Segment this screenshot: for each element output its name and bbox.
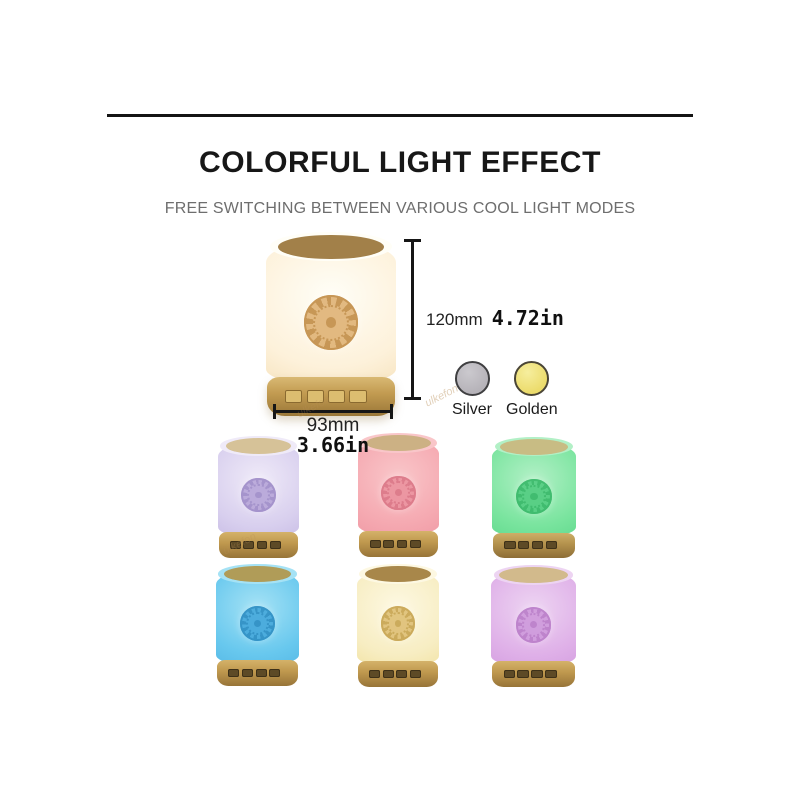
page-title: COLORFUL LIGHT EFFECT: [198, 146, 601, 179]
control-button: [269, 541, 281, 550]
ornate-medallion-icon: [381, 475, 416, 510]
control-button: [306, 390, 324, 403]
height-dimension-line: [404, 239, 421, 400]
lamp-top-rim: [494, 437, 574, 457]
control-button: [382, 669, 394, 679]
lamp-body: [266, 244, 396, 382]
control-button: [532, 541, 544, 550]
control-button: [383, 539, 395, 549]
control-button: [504, 541, 516, 550]
control-buttons-icon: [504, 541, 558, 550]
ornate-medallion-icon: [240, 605, 275, 641]
ornate-medallion-icon: [516, 478, 552, 514]
lamp-body: [216, 572, 299, 663]
control-button: [255, 669, 267, 678]
control-button: [228, 669, 240, 678]
color-option-silver: Silver: [452, 361, 492, 419]
control-button: [545, 541, 558, 550]
lamp-top-rim: [359, 564, 437, 584]
control-button: [531, 670, 543, 679]
control-buttons-icon: [369, 669, 421, 679]
color-options: Silver Golden: [452, 361, 558, 419]
control-buttons-icon: [285, 390, 367, 403]
lamp-warm-white: [266, 232, 396, 416]
lamp-top-rim: [269, 232, 393, 262]
lamp-top-opening: [500, 438, 568, 455]
lamp-base: [491, 661, 576, 687]
control-buttons-icon: [228, 669, 281, 678]
lamp-body: [218, 444, 299, 535]
control-button: [327, 390, 346, 403]
control-button: [269, 669, 281, 678]
silver-label: Silver: [452, 401, 493, 418]
lamp-base: [357, 661, 439, 687]
height-dimension-label: 120mm 4.72in: [426, 306, 564, 330]
lamp-top-opening: [365, 434, 432, 452]
lamp-body: [491, 573, 576, 664]
control-buttons-icon: [229, 541, 281, 550]
lamp-body: [358, 441, 439, 534]
lamp-top-rim: [360, 433, 437, 453]
control-button: [369, 669, 380, 679]
control-button: [517, 670, 529, 679]
ornate-medallion-icon: [303, 295, 359, 350]
control-button: [518, 541, 530, 550]
lamp-base: [267, 377, 395, 416]
ornate-medallion-icon: [515, 606, 552, 643]
ornate-medallion-icon: [380, 606, 416, 641]
lamp-cyan: [216, 564, 299, 686]
lamp-top-opening: [278, 234, 384, 259]
control-button: [396, 669, 407, 679]
ornate-medallion-icon: [241, 477, 276, 512]
height-mm-value: 120mm: [426, 310, 483, 329]
golden-swatch-icon: [514, 361, 550, 396]
lamp-body: [357, 572, 439, 664]
width-mm-value: 93mm: [306, 415, 360, 436]
silver-swatch-icon: [454, 361, 490, 396]
control-buttons-icon: [503, 670, 557, 679]
lamp-purple: [491, 565, 576, 687]
lamp-lavender: [218, 436, 299, 558]
lamp-top-rim: [218, 564, 297, 584]
width-dimension-line: [273, 404, 393, 419]
control-button: [396, 539, 408, 549]
width-inch-value: 3.66in: [296, 433, 370, 457]
control-button: [285, 390, 303, 403]
control-button: [229, 541, 241, 550]
control-button: [545, 670, 557, 679]
page-subtitle: FREE SWITCHING BETWEEN VARIOUS COOL LIGH…: [164, 200, 636, 217]
lamp-top-opening: [223, 565, 292, 582]
control-button: [409, 539, 421, 549]
lamp-body: [492, 445, 576, 535]
lamp-top-opening: [225, 437, 292, 454]
lamp-top-rim: [493, 565, 574, 585]
height-inch-value: 4.72in: [491, 306, 564, 330]
control-button: [349, 390, 367, 403]
control-button: [503, 670, 515, 679]
lamp-base: [492, 532, 576, 558]
lamp-base: [216, 660, 299, 686]
control-button: [243, 541, 255, 550]
lamp-top-rim: [220, 436, 297, 456]
control-button: [369, 539, 381, 549]
section-divider-line: [107, 114, 693, 117]
lamp-base: [218, 532, 299, 558]
control-buttons-icon: [369, 539, 421, 549]
lamp-top-opening: [364, 565, 432, 582]
lamp-warm-yellow: [357, 564, 439, 687]
lamp-base: [358, 530, 439, 557]
control-button: [409, 669, 421, 679]
lamp-top-opening: [499, 566, 568, 583]
color-option-golden: Golden: [506, 361, 558, 419]
lamp-pink: [358, 433, 439, 557]
control-button: [241, 669, 253, 678]
control-button: [256, 541, 268, 550]
golden-label: Golden: [506, 401, 558, 418]
lamp-green: [492, 437, 576, 558]
